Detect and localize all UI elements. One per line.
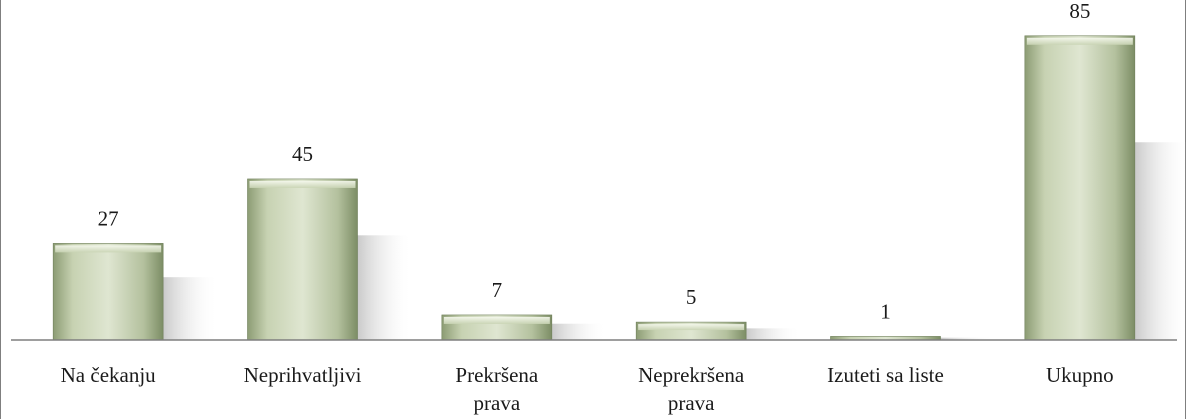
- bar: [247, 178, 358, 341]
- data-label: 85: [1069, 0, 1090, 23]
- data-label: 7: [492, 278, 503, 302]
- x-tick-label: Neprekršena: [638, 363, 745, 387]
- x-tick-label: Na čekanju: [61, 363, 157, 387]
- bar-shadow: [940, 337, 996, 340]
- bar: [1024, 35, 1136, 341]
- x-tick-label: prava: [474, 391, 521, 415]
- bar-shadow: [357, 235, 413, 340]
- x-tick-label: Neprihvatljivi: [244, 363, 362, 387]
- bar-bevel: [249, 180, 356, 188]
- x-tick-label: Prekršena: [455, 363, 538, 387]
- data-label: 1: [880, 299, 891, 323]
- bar-shadow: [746, 328, 802, 340]
- x-tick-label: Izuteti sa liste: [827, 363, 944, 387]
- bar-bevel: [1026, 37, 1133, 45]
- bar: [52, 243, 164, 341]
- bar-bevel: [55, 245, 162, 253]
- x-tick-label: prava: [668, 391, 715, 415]
- bar-bevel: [638, 324, 745, 331]
- bar-shadow: [1134, 142, 1186, 340]
- bar-shadow: [551, 323, 607, 340]
- data-label: 5: [686, 285, 697, 309]
- bar-bevel: [443, 316, 550, 324]
- bar-shadow: [163, 277, 219, 340]
- x-tick-label: Ukupno: [1046, 363, 1114, 387]
- data-label: 45: [292, 142, 313, 166]
- data-label: 27: [98, 206, 119, 230]
